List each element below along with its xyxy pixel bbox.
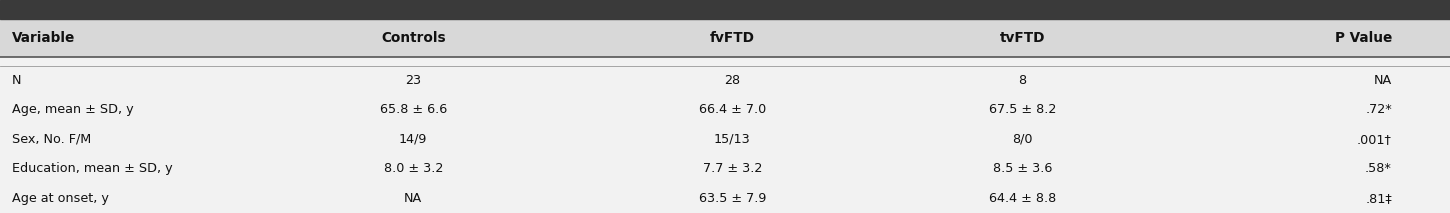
Text: 65.8 ± 6.6: 65.8 ± 6.6 bbox=[380, 103, 447, 116]
Text: Age at onset, y: Age at onset, y bbox=[12, 192, 109, 205]
Text: Controls: Controls bbox=[381, 31, 445, 45]
Text: 67.5 ± 8.2: 67.5 ± 8.2 bbox=[989, 103, 1056, 116]
Text: NA: NA bbox=[405, 192, 422, 205]
Text: .001†: .001† bbox=[1357, 133, 1392, 146]
Text: 7.7 ± 3.2: 7.7 ± 3.2 bbox=[703, 162, 761, 175]
Text: 8.0 ± 3.2: 8.0 ± 3.2 bbox=[384, 162, 442, 175]
Text: 15/13: 15/13 bbox=[713, 133, 751, 146]
Bar bbox=[0, 66, 1450, 95]
Text: .72*: .72* bbox=[1366, 103, 1392, 116]
Text: N: N bbox=[12, 74, 22, 87]
Text: 63.5 ± 7.9: 63.5 ± 7.9 bbox=[699, 192, 766, 205]
Text: .58*: .58* bbox=[1364, 162, 1392, 175]
Bar bbox=[0, 184, 1450, 213]
Text: 66.4 ± 7.0: 66.4 ± 7.0 bbox=[699, 103, 766, 116]
Text: .81‡: .81‡ bbox=[1366, 192, 1392, 205]
Bar bbox=[0, 19, 1450, 57]
Text: Age, mean ± SD, y: Age, mean ± SD, y bbox=[12, 103, 133, 116]
Text: 23: 23 bbox=[405, 74, 422, 87]
Bar bbox=[0, 95, 1450, 125]
Text: 64.4 ± 8.8: 64.4 ± 8.8 bbox=[989, 192, 1056, 205]
Text: NA: NA bbox=[1373, 74, 1392, 87]
Text: 8/0: 8/0 bbox=[1012, 133, 1032, 146]
Text: Education, mean ± SD, y: Education, mean ± SD, y bbox=[12, 162, 173, 175]
Text: 8.5 ± 3.6: 8.5 ± 3.6 bbox=[993, 162, 1051, 175]
Bar bbox=[0, 0, 1450, 19]
Text: 28: 28 bbox=[724, 74, 741, 87]
Bar bbox=[0, 125, 1450, 154]
Text: 14/9: 14/9 bbox=[399, 133, 428, 146]
Text: 8: 8 bbox=[1018, 74, 1027, 87]
Text: tvFTD: tvFTD bbox=[999, 31, 1045, 45]
Bar bbox=[0, 154, 1450, 184]
Text: Sex, No. F/M: Sex, No. F/M bbox=[12, 133, 91, 146]
Bar bbox=[0, 57, 1450, 66]
Text: Variable: Variable bbox=[12, 31, 75, 45]
Text: P Value: P Value bbox=[1335, 31, 1392, 45]
Text: fvFTD: fvFTD bbox=[709, 31, 755, 45]
